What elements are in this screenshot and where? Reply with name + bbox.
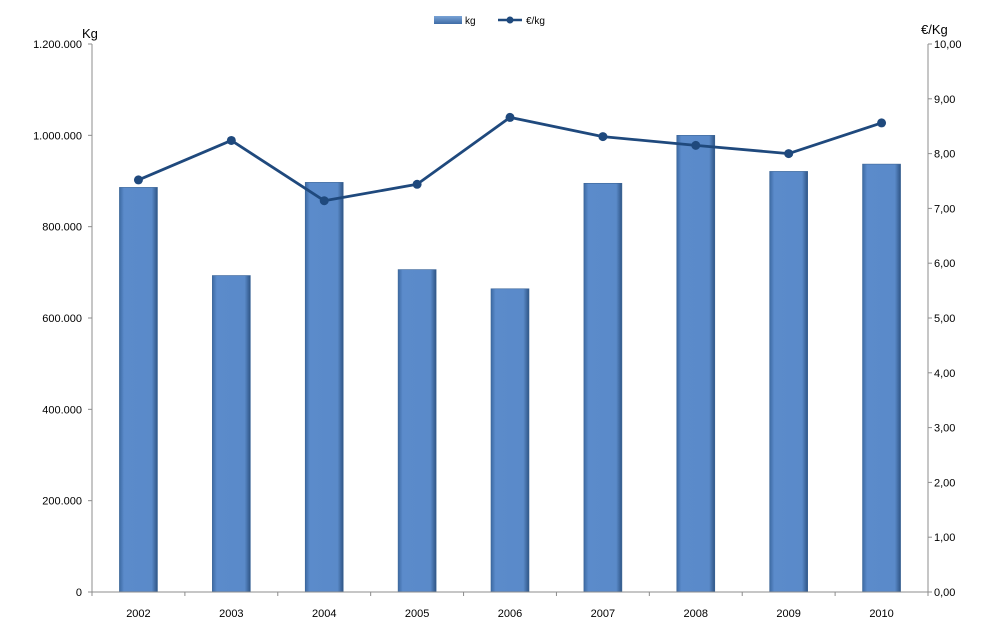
bar-2009: [769, 171, 808, 593]
point-2008: [691, 140, 701, 150]
x-axis-ticks: 2002 2003 2004 2005 2006 2007 2008 2009 2010: [91, 592, 929, 620]
y-right-tick-label: 0,00: [934, 587, 955, 599]
x-tick-label: 2007: [591, 608, 615, 620]
y-right-tick-label: 10,00: [934, 39, 962, 51]
y-right-tick-label: 1,00: [934, 532, 955, 544]
y-right-tick-label: 5,00: [934, 313, 955, 325]
y-right-tick-label: 4,00: [934, 368, 955, 380]
point-2005: [412, 179, 422, 189]
x-tick-label: 2008: [684, 608, 708, 620]
x-tick-label: 2004: [312, 608, 336, 620]
x-tick-label: 2006: [498, 608, 522, 620]
x-tick-label: 2009: [776, 608, 800, 620]
bar-series-kg: [119, 135, 901, 593]
y-right-tick-label: 6,00: [934, 258, 955, 270]
bar-2007: [583, 182, 623, 593]
legend-swatch-kg: [434, 16, 462, 24]
point-2007: [598, 132, 608, 142]
x-tick-label: 2002: [126, 608, 150, 620]
bar-2004: [304, 182, 344, 593]
bar-2003: [212, 275, 251, 593]
y-left-tick-label: 1.200.000: [33, 39, 82, 51]
legend-label-kg: kg: [465, 16, 476, 27]
point-2004: [319, 196, 329, 206]
y-left-tick-label: 600.000: [42, 313, 82, 325]
y-right-tick-label: 9,00: [934, 94, 955, 106]
point-2003: [226, 135, 236, 145]
y-axis-left-ticks: 0 200.000 400.000 600.000 800.000 1.000.000 1.…: [33, 39, 92, 599]
x-tick-label: 2003: [219, 608, 243, 620]
legend-label-eur: €/kg: [526, 16, 545, 27]
y-right-tick-label: 8,00: [934, 149, 955, 161]
y-axis-right-title: €/Kg: [921, 22, 948, 37]
bar-2008: [676, 135, 716, 593]
bar-2006: [490, 288, 530, 593]
x-tick-label: 2005: [405, 608, 429, 620]
y-left-tick-label: 0: [76, 587, 82, 599]
y-left-tick-label: 200.000: [42, 496, 82, 508]
y-left-tick-label: 1.000.000: [33, 130, 82, 142]
line-series-eur-kg: [133, 112, 887, 206]
legend: kg €/kg: [434, 16, 545, 27]
y-right-tick-label: 2,00: [934, 477, 955, 489]
y-left-tick-label: 800.000: [42, 222, 82, 234]
y-right-tick-label: 7,00: [934, 203, 955, 215]
y-axis-right-ticks: 0,00 1,00 2,00 3,00 4,00 5,00 6,00 7,00 8,00 9,00…: [928, 39, 962, 599]
bar-2005: [397, 269, 437, 593]
y-axis-left-title: Kg: [82, 26, 98, 41]
x-tick-label: 2010: [869, 608, 893, 620]
point-2006: [505, 112, 515, 122]
point-2009: [784, 149, 794, 159]
bar-2010: [862, 163, 901, 593]
legend-marker-eur: [506, 16, 514, 24]
bar-2002: [119, 187, 158, 593]
y-left-tick-label: 400.000: [42, 404, 82, 416]
point-2010: [877, 118, 887, 128]
y-right-tick-label: 3,00: [934, 423, 955, 435]
point-2002: [133, 175, 143, 185]
